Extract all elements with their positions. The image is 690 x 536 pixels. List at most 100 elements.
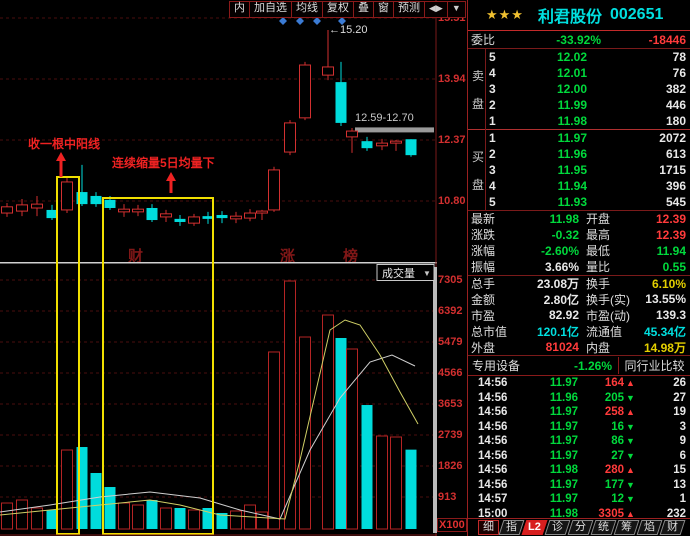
sell-row[interactable]: 4 12.01 76 [468, 65, 690, 81]
stat-value: 3.66% [544, 259, 579, 274]
sell-row[interactable]: 5 12.02 78 [468, 49, 690, 65]
stat-label: 总手 [471, 277, 496, 292]
sell-row[interactable]: 3 12.00 382 [468, 81, 690, 97]
tick-price: 11.98 [549, 507, 578, 520]
tick-time: 14:56 [478, 478, 508, 491]
tick-count: 9 [679, 435, 686, 448]
chart-toolbar: 内加自选 均线 复权叠窗预测 ◀▶ ▼ [229, 1, 466, 18]
toolbar-item-7[interactable]: 预测 [394, 2, 425, 17]
tick-row: 14:56 11.97 258 ▲ 19 [468, 405, 690, 420]
stat-row: 最新 11.98 开盘 12.39 [468, 211, 690, 227]
buy-level: 5 [489, 195, 496, 209]
tab-筹[interactable]: 筹 [613, 520, 640, 535]
buy-row[interactable]: 5 11.93 545 [468, 194, 690, 210]
stat-label: 流通值 [585, 324, 622, 339]
tick-volume: 16 [611, 420, 624, 433]
toolbar-item-5[interactable]: 叠 [354, 2, 374, 17]
tab-L2[interactable]: L2 [521, 520, 548, 535]
toolbar-item-6[interactable]: 窗 [374, 2, 394, 17]
tick-time: 14:56 [478, 406, 508, 419]
stat-label: 总市值 [471, 324, 508, 339]
chart-scrollbar[interactable] [433, 267, 437, 533]
stat-value: 0.55 [662, 259, 686, 274]
tab-统[interactable]: 统 [590, 520, 617, 535]
candlestick-series [1, 30, 417, 226]
tick-count: 27 [673, 391, 686, 404]
sell-level: 5 [489, 50, 496, 64]
toolbar-item-3[interactable]: 均线 [292, 2, 323, 17]
stat-row: 总手 23.08万 换手 6.10% [468, 276, 690, 292]
volume-pane-selector[interactable]: 成交量 ▼ [376, 264, 435, 281]
sell-level: 3 [489, 82, 496, 96]
price-axis-label: 10.80 [438, 195, 466, 207]
volume-axis-label: 3653 [438, 397, 463, 410]
weibi-label: 委比 [471, 33, 496, 47]
buy-row[interactable]: 4 11.94 396 [468, 178, 690, 194]
tick-price: 11.97 [549, 435, 578, 448]
tick-time: 14:56 [478, 420, 508, 433]
sell-volume: 382 [665, 82, 686, 96]
tab-label: 焰 [644, 521, 655, 533]
quote-panel: ★★★ 利君股份 002651 委比 -33.92% -18446 5 12.02… [467, 0, 690, 536]
sell-price: 12.00 [556, 82, 587, 96]
tab-分[interactable]: 分 [567, 520, 594, 535]
up-arrow-icon: ▲ [626, 508, 635, 519]
toolbar-item-4[interactable]: 复权 [323, 2, 354, 17]
volume-ma-lines [0, 319, 419, 520]
tick-list: 14:56 11.97 164 ▲ 26 14:56 11.96 205 ▼ 27 14:56 11.… [468, 376, 690, 521]
tab-财[interactable]: 财 [659, 520, 686, 535]
tick-count: 15 [673, 464, 686, 477]
buy-row[interactable]: 1 11.97 2072 [468, 130, 690, 146]
stock-title-row: ★★★ 利君股份 002651 [468, 0, 690, 31]
tab-细[interactable]: 细 [478, 520, 499, 535]
tick-count: 13 [673, 478, 686, 491]
sell-row[interactable]: 1 11.98 180 [468, 113, 690, 129]
toolbar-dropdown-icon[interactable]: ▼ [451, 3, 461, 13]
tick-volume: 177 [604, 478, 624, 491]
tick-time: 14:56 [478, 435, 508, 448]
stat-row: 市盈 82.92 市盈(动) 139.3 [468, 307, 690, 323]
pane-dropdown-icon: ▼ [423, 269, 431, 278]
stat-row: 涨幅 -2.60% 最低 11.94 [468, 243, 690, 259]
buy-level: 2 [489, 147, 496, 161]
buy-side-label: 盘 [472, 178, 485, 192]
up-arrow-icon: ▲ [626, 465, 635, 476]
pane-divider [0, 262, 437, 264]
sell-row[interactable]: 2 11.99 446 [468, 97, 690, 113]
tab-指[interactable]: 指 [498, 520, 525, 535]
tick-row: 14:56 11.98 280 ▲ 15 [468, 463, 690, 478]
up-arrow-icon: ▲ [626, 407, 635, 418]
stat-label: 开盘 [586, 212, 611, 227]
kline-chart[interactable]: 财 涨 榜 收一根中阳线 连续缩量5日均量下 ←15.20 12.59-12.70 成交量 ▼ [0, 0, 437, 536]
tick-volume: 164 [604, 377, 624, 390]
tick-price: 11.96 [549, 391, 578, 404]
stat-row: 振幅 3.66% 量比 0.55 [468, 259, 690, 276]
up-arrow-icon: ▲ [626, 378, 635, 389]
sell-volume: 446 [665, 98, 686, 112]
sector-compare-link[interactable]: 同行业比较 [618, 357, 690, 375]
tab-label: 指 [506, 521, 517, 533]
toolbar-item-2[interactable]: 加自选 [250, 2, 292, 17]
tab-焰[interactable]: 焰 [636, 520, 663, 535]
stat-label: 最新 [471, 212, 496, 227]
buy-row[interactable]: 2 11.96 613 [468, 146, 690, 162]
buy-price: 11.96 [557, 147, 587, 161]
weibi-row: 委比 -33.92% -18446 [468, 31, 690, 49]
tick-time: 15:00 [478, 507, 508, 520]
tab-诊[interactable]: 诊 [544, 520, 571, 535]
sell-side-label: 卖 [472, 69, 485, 83]
tick-price: 11.97 [549, 377, 578, 390]
toolbar-nav-arrows-icon[interactable]: ◀▶ [425, 2, 448, 17]
toolbar-item-1[interactable]: 内 [230, 2, 250, 17]
tick-row: 14:56 11.97 27 ▼ 6 [468, 449, 690, 464]
volume-axis-label: 913 [438, 491, 457, 503]
down-arrow-icon: ▼ [626, 392, 635, 403]
stat-label: 市盈 [471, 308, 496, 323]
stat-value: -2.60% [540, 243, 579, 258]
highlight-box [102, 197, 214, 535]
buy-row[interactable]: 3 11.95 1715 [468, 162, 690, 178]
stat-value: 139.3 [655, 308, 686, 323]
tick-price: 11.97 [549, 478, 578, 491]
sell-price: 12.02 [556, 50, 587, 64]
